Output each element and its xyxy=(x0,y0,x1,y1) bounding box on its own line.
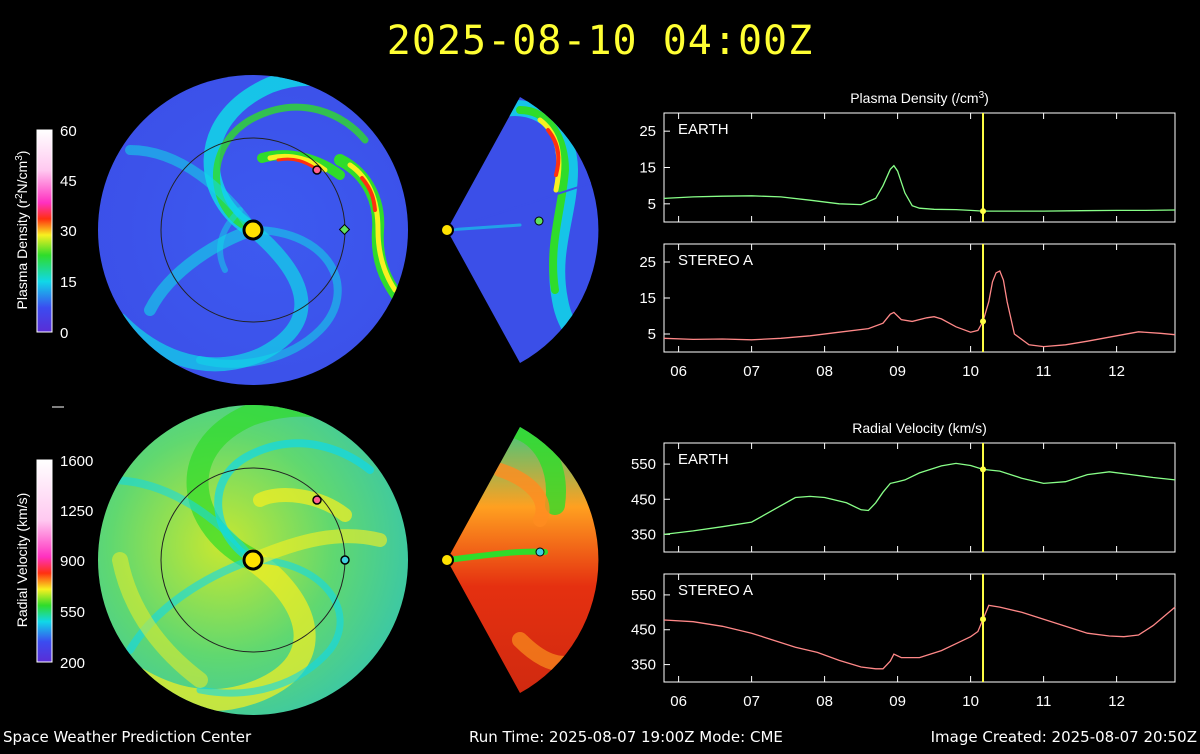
density-colorbar: 60 45 30 15 0 Plasma Density (r2N/cm3) xyxy=(14,123,77,342)
series-line-stereo-a xyxy=(663,604,1176,670)
y-tick-label: 550 xyxy=(631,456,656,473)
y-tick-label: 25 xyxy=(639,123,656,140)
y-tick-label: 450 xyxy=(631,622,656,639)
density-meridional-plot xyxy=(440,97,599,363)
current-value-dot xyxy=(980,616,987,623)
x-tick-label: 07 xyxy=(743,693,760,710)
x-tick-label: 12 xyxy=(1108,363,1125,380)
density-tick: 45 xyxy=(60,173,77,190)
velocity-tick: 1250 xyxy=(60,503,93,520)
y-tick-label: 350 xyxy=(631,526,656,543)
velocity-tick: 550 xyxy=(60,604,85,621)
footer-run-time: Run Time: 2025-08-07 19:00Z Mode: CME xyxy=(469,728,783,746)
chart-plasma-density: Plasma Density (/cm3) 25 15 5 EARTH 25 15 5 STER… xyxy=(639,90,1176,380)
timestamp-title: 2025-08-10 04:00Z xyxy=(386,18,814,64)
sun-marker-velocity-meridional xyxy=(440,553,454,567)
y-tick-label: 5 xyxy=(648,196,656,213)
velocity-colorbar: 1600 1250 900 550 200 Radial Velocity (k… xyxy=(14,453,93,672)
x-tick-label: 08 xyxy=(816,363,833,380)
series-line-stereo-a xyxy=(663,270,1176,348)
footer-image-created: Image Created: 2025-08-07 20:50Z xyxy=(930,728,1197,746)
panel-stereo-a: 25 15 5 STEREO A xyxy=(639,243,1176,353)
sun-marker-velocity xyxy=(242,549,264,571)
current-value-dot xyxy=(980,208,987,215)
panel-stereo-a: 550 450 350 STEREO A xyxy=(631,573,1176,683)
panel-frame xyxy=(663,243,1176,353)
x-tick-label: 06 xyxy=(670,363,687,380)
x-tick-label: 09 xyxy=(889,363,906,380)
earth-marker-velocity xyxy=(340,555,350,565)
chart-title: Radial Velocity (km/s) xyxy=(852,420,987,436)
density-tick: 60 xyxy=(60,123,77,140)
density-tick: 0 xyxy=(60,325,68,342)
density-wedge xyxy=(447,97,599,363)
current-value-dot xyxy=(980,466,987,473)
y-tick-label: 450 xyxy=(631,491,656,508)
panel-name: EARTH xyxy=(678,121,729,138)
x-tick-label: 08 xyxy=(816,693,833,710)
y-tick-label: 5 xyxy=(648,326,656,343)
y-tick-label: 25 xyxy=(639,254,656,271)
velocity-meridional-plot xyxy=(440,427,599,693)
panel-name: STEREO A xyxy=(678,582,753,599)
density-tick: 15 xyxy=(60,274,77,291)
series-line-earth xyxy=(663,462,1176,536)
velocity-tick: 1600 xyxy=(60,453,93,470)
density-colorbar-label: Plasma Density (r2N/cm3) xyxy=(14,151,30,310)
density-tick: 30 xyxy=(60,223,77,240)
earth-marker xyxy=(338,223,351,236)
panel-earth: 25 15 5 EARTH xyxy=(639,112,1176,223)
footer-org: Space Weather Prediction Center xyxy=(3,728,252,746)
y-tick-label: 550 xyxy=(631,587,656,604)
earth-marker-velocity-meridional xyxy=(535,547,545,557)
panel-frame xyxy=(663,442,1176,553)
panel-name: EARTH xyxy=(678,451,729,468)
x-tick-label: 10 xyxy=(962,363,979,380)
velocity-ecliptic-plot xyxy=(98,405,408,715)
x-tick-label: 07 xyxy=(743,363,760,380)
x-tick-label: 11 xyxy=(1036,363,1052,380)
current-value-dot xyxy=(980,318,987,325)
panel-frame xyxy=(663,573,1176,683)
chart-radial-velocity: Radial Velocity (km/s) 550 450 350 EARTH 550 4… xyxy=(631,420,1176,710)
y-tick-label: 15 xyxy=(639,160,656,177)
chart-title: Plasma Density (/cm3) xyxy=(850,90,989,106)
x-tick-label: 09 xyxy=(889,693,906,710)
y-tick-label: 15 xyxy=(639,290,656,307)
stereo-a-marker-velocity xyxy=(312,495,322,505)
sun-marker-meridional xyxy=(440,223,454,237)
x-tick-label: 10 xyxy=(962,693,979,710)
stereo-a-marker xyxy=(312,165,322,175)
velocity-colorbar-label: Radial Velocity (km/s) xyxy=(14,493,30,628)
panel-name: STEREO A xyxy=(678,252,753,269)
density-ecliptic-plot xyxy=(98,75,408,385)
velocity-tick: 900 xyxy=(60,553,85,570)
panel-frame xyxy=(663,112,1176,223)
velocity-tick: 200 xyxy=(60,655,85,672)
panel-earth: 550 450 350 EARTH xyxy=(631,442,1176,553)
time-series-charts: Plasma Density (/cm3) 25 15 5 EARTH 25 15 5 STER… xyxy=(631,90,1176,710)
y-tick-label: 350 xyxy=(631,657,656,674)
sun-marker xyxy=(242,219,264,241)
x-tick-label: 12 xyxy=(1108,693,1125,710)
x-tick-label: 06 xyxy=(670,693,687,710)
series-line-earth xyxy=(663,164,1176,212)
earth-marker-meridional xyxy=(534,216,544,226)
x-tick-label: 11 xyxy=(1036,693,1052,710)
